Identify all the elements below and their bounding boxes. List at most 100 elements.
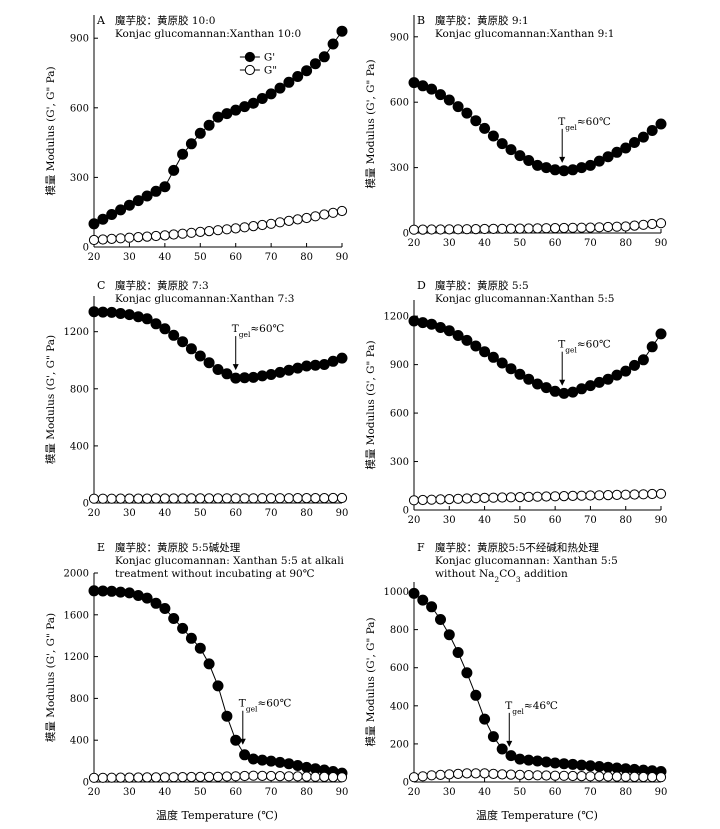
tgel-value: ≈46℃	[524, 700, 558, 712]
panel-title-line: 魔芋胶：黄原胶 9:1	[435, 14, 529, 27]
data-point-g-prime	[655, 328, 667, 340]
y-tick-label: 0	[83, 778, 89, 789]
x-tick-label: 90	[336, 787, 349, 798]
tgel-value: ≈60℃	[577, 339, 611, 351]
x-tick-label: 70	[584, 238, 597, 249]
data-point-g-prime	[487, 130, 499, 142]
panel-letter: A	[96, 14, 106, 27]
data-point-g-double-prime	[230, 771, 241, 782]
data-point-g-prime	[549, 385, 561, 397]
x-tick-label: 90	[655, 238, 668, 249]
y-tick-label: 1600	[64, 610, 89, 621]
data-point-g-double-prime	[283, 771, 294, 782]
data-point-g-double-prime	[150, 230, 162, 242]
x-axis-label-left: 温度 Temperature (℃)	[156, 808, 278, 822]
data-point-g-double-prime	[274, 771, 286, 782]
x-tick-label: 90	[336, 508, 349, 519]
data-point-g-prime	[514, 368, 526, 380]
data-point-g-prime	[602, 151, 614, 163]
data-point-g-double-prime	[221, 493, 232, 504]
data-point-g-double-prime	[417, 771, 428, 782]
data-point-g-prime	[177, 148, 189, 160]
data-point-g-prime	[177, 622, 189, 634]
data-point-g-prime	[123, 199, 135, 211]
chart-panel-f: 20 30 40 50 60 70 80 90 0 200 400 600 800 1000 模量 Modu…	[365, 541, 667, 798]
panel-letter: C	[97, 279, 105, 292]
data-point-g-double-prime	[532, 223, 543, 234]
data-point-g-double-prime	[292, 493, 303, 504]
data-point-g-prime	[203, 658, 215, 670]
data-point-g-prime	[496, 743, 508, 755]
data-point-g-double-prime	[97, 772, 109, 783]
data-point-g-double-prime	[408, 224, 420, 235]
x-tick-label: 90	[655, 515, 668, 526]
data-point-g-prime	[292, 71, 304, 82]
data-point-g-double-prime	[620, 221, 631, 232]
data-point-g-prime	[611, 146, 623, 158]
y-tick-label: 0	[83, 499, 89, 510]
data-point-g-double-prime	[230, 493, 241, 504]
x-tick-label: 80	[300, 508, 313, 519]
y-tick-label: 1200	[64, 652, 89, 663]
panel-letter: D	[417, 279, 426, 292]
y-tick-label: 800	[70, 694, 89, 705]
data-point-g-double-prime	[150, 772, 162, 783]
x-tick-label: 50	[194, 252, 207, 263]
data-point-g-prime	[283, 76, 295, 88]
data-point-g-double-prime	[408, 495, 420, 506]
legend-marker	[244, 64, 255, 76]
data-point-g-prime	[327, 38, 339, 50]
data-point-g-double-prime	[408, 772, 420, 783]
data-point-g-double-prime	[124, 493, 135, 504]
data-point-g-double-prime	[550, 491, 561, 502]
data-point-g-double-prime	[115, 233, 126, 244]
x-tick-label: 70	[265, 787, 278, 798]
x-tick-label: 50	[194, 787, 207, 798]
data-point-g-prime	[443, 325, 455, 337]
data-point-g-double-prime	[106, 233, 117, 244]
tgel-annotation: Tgel≈60℃	[558, 116, 611, 131]
y-axis-label: 模量 Modulus (G', G" Pa)	[365, 617, 377, 746]
data-point-g-prime	[470, 115, 482, 127]
x-tick-label: 70	[584, 515, 597, 526]
data-point-g-double-prime	[567, 490, 578, 501]
panel-title-line: Konjac glucomannan:Xanthan 5:5	[435, 293, 614, 305]
y-tick-label: 1200	[384, 312, 409, 323]
data-point-g-prime	[452, 330, 464, 341]
data-point-g-prime	[150, 318, 162, 330]
y-axis-label: 模量 Modulus (G', G" Pa)	[45, 66, 57, 195]
data-point-g-double-prime	[497, 492, 508, 503]
data-point-g-double-prime	[266, 493, 277, 504]
annotation-arrow-head	[506, 740, 513, 747]
data-point-g-double-prime	[620, 489, 631, 500]
x-tick-label: 60	[229, 508, 242, 519]
data-point-g-prime	[479, 346, 491, 358]
data-point-g-double-prime	[567, 222, 578, 233]
data-point-g-double-prime	[638, 489, 649, 500]
x-tick-label: 30	[443, 515, 456, 526]
data-point-g-prime	[584, 159, 596, 171]
tgel-value: ≈60℃	[257, 698, 291, 710]
panel-title-line: Konjac glucomannan:Xanthan 9:1	[435, 28, 614, 40]
data-point-g-prime	[292, 760, 304, 771]
legend-entry: G"	[264, 65, 277, 77]
title-text: without Na	[435, 568, 494, 580]
data-point-g-double-prime	[479, 768, 490, 779]
x-tick-label: 20	[408, 515, 421, 526]
data-point-g-prime	[602, 373, 614, 385]
data-point-g-double-prime	[248, 493, 259, 504]
data-point-g-double-prime	[567, 770, 578, 782]
data-point-g-prime	[646, 125, 658, 136]
data-point-g-prime	[141, 190, 153, 202]
data-point-g-double-prime	[417, 224, 428, 235]
data-point-g-double-prime	[283, 493, 294, 504]
x-tick-label: 30	[443, 787, 456, 798]
x-tick-label: 50	[513, 787, 526, 798]
data-point-g-double-prime	[186, 227, 197, 238]
data-point-g-double-prime	[257, 770, 268, 782]
data-point-g-double-prime	[647, 488, 658, 500]
data-point-g-prime	[309, 58, 321, 70]
data-point-g-double-prime	[319, 493, 330, 504]
x-tick-label: 50	[513, 238, 526, 249]
data-point-g-double-prime	[444, 769, 455, 780]
